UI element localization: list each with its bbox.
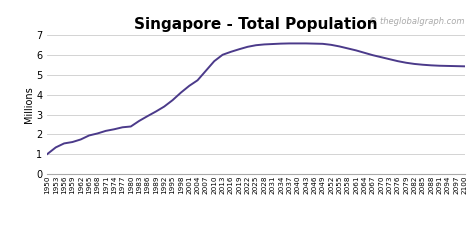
Text: © theglobalgraph.com: © theglobalgraph.com xyxy=(369,17,465,26)
Title: Singapore - Total Population: Singapore - Total Population xyxy=(134,17,378,32)
Y-axis label: Millions: Millions xyxy=(24,86,34,123)
